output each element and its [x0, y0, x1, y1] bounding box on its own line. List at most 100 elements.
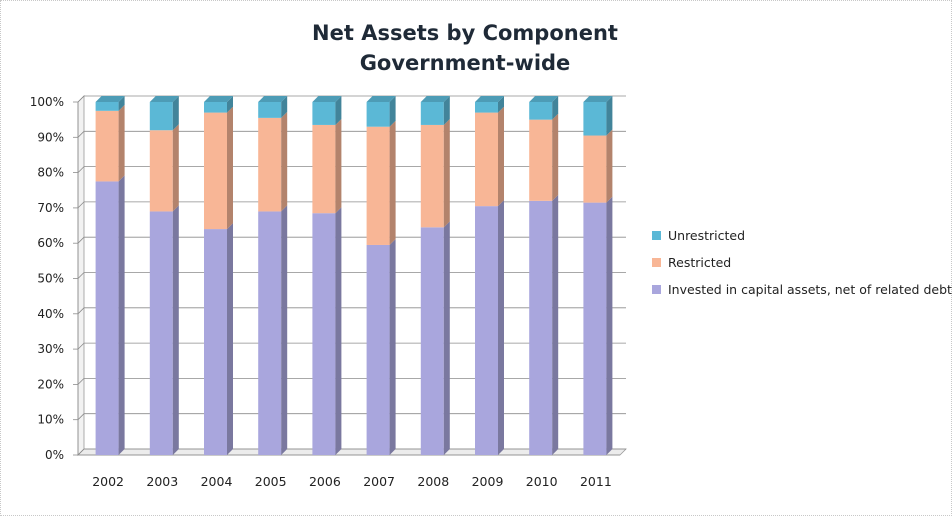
- y-tick-label: 60%: [37, 236, 64, 250]
- bar-segment-restricted-2010: [529, 119, 553, 201]
- bar-segment-invested-2009: [475, 206, 498, 455]
- y-tick-label: 100%: [30, 95, 64, 109]
- y-tick-label: 80%: [37, 166, 64, 180]
- bar-side-invested-2004: [227, 223, 233, 455]
- bar-segment-unrestricted-2006: [312, 102, 336, 125]
- bar-side-invested-2009: [498, 200, 504, 455]
- bar-top-2002: [95, 96, 125, 102]
- y-tick-label: 50%: [37, 272, 64, 286]
- bar-segment-restricted-2006: [312, 124, 336, 214]
- x-tick-label-2007: 2007: [363, 474, 395, 489]
- bar-side-unrestricted-2009: [498, 96, 504, 113]
- bar-segment-invested-2007: [366, 244, 390, 455]
- bar-top-2008: [420, 96, 450, 102]
- bar-segment-restricted-2002: [95, 110, 119, 182]
- legend-swatch-restricted: [652, 258, 661, 267]
- legend-swatch-unrestricted: [652, 231, 661, 240]
- bar-segment-unrestricted-2004: [204, 102, 227, 113]
- bar-segment-unrestricted-2002: [95, 102, 119, 111]
- chart-subtitle: Government-wide: [359, 51, 571, 75]
- bar-side-restricted-2010: [552, 113, 559, 201]
- y-tick-label: 90%: [37, 130, 64, 144]
- bar-side-unrestricted-2003: [172, 96, 179, 131]
- bar-segment-invested-2005: [258, 211, 282, 455]
- bar-side-unrestricted-2006: [335, 96, 342, 125]
- legend-item-invested: Invested in capital assets, net of relat…: [652, 276, 952, 303]
- x-tick-label-2003: 2003: [146, 474, 178, 489]
- bar-segment-unrestricted-2009: [475, 102, 498, 113]
- bar-segment-invested-2008: [420, 227, 444, 455]
- bar-side-unrestricted-2011: [606, 96, 613, 136]
- y-tick-label: 0%: [45, 448, 64, 462]
- bar-side-restricted-2011: [606, 129, 613, 203]
- bar-side-invested-2008: [443, 221, 450, 455]
- bar-segment-unrestricted-2003: [149, 102, 173, 131]
- bar-side-restricted-2009: [498, 106, 504, 207]
- bar-segment-invested-2010: [529, 200, 553, 455]
- bar-segment-restricted-2011: [583, 135, 607, 203]
- bar-segment-invested-2002: [95, 181, 119, 456]
- bar-segment-restricted-2008: [420, 124, 444, 228]
- bar-top-2007: [366, 96, 396, 102]
- bar-top-2011: [583, 96, 613, 102]
- x-tick-label-2008: 2008: [417, 474, 449, 489]
- bar-side-unrestricted-2005: [281, 96, 288, 118]
- bar-segment-unrestricted-2007: [366, 102, 390, 127]
- bar-side-unrestricted-2002: [118, 96, 125, 111]
- legend-item-restricted: Restricted: [652, 249, 952, 276]
- bar-segment-invested-2003: [149, 211, 173, 455]
- bar-top-2010: [529, 96, 559, 102]
- bar-segment-invested-2004: [204, 229, 227, 455]
- legend-label-restricted: Restricted: [668, 255, 732, 270]
- legend: Unrestricted Restricted Invested in capi…: [652, 222, 952, 303]
- bar-side-invested-2002: [118, 175, 125, 456]
- x-tick-label-2011: 2011: [580, 474, 612, 489]
- chart-title-line1: Net Assets by Component: [312, 21, 618, 45]
- bar-side-invested-2003: [172, 205, 179, 455]
- x-tick-label-2009: 2009: [472, 474, 504, 489]
- bar-side-unrestricted-2007: [389, 96, 396, 127]
- legend-item-unrestricted: Unrestricted: [652, 222, 952, 249]
- bar-segment-unrestricted-2008: [420, 102, 444, 125]
- x-tick-label-2005: 2005: [255, 474, 287, 489]
- bar-side-unrestricted-2008: [443, 96, 450, 125]
- y-tick-label: 40%: [37, 307, 64, 321]
- legend-label-unrestricted: Unrestricted: [668, 228, 746, 243]
- bar-top-2005: [258, 96, 288, 102]
- legend-swatch-invested: [652, 285, 661, 294]
- bar-segment-unrestricted-2011: [583, 102, 607, 136]
- bar-top-2003: [149, 96, 179, 102]
- y-tick-label: 20%: [37, 377, 64, 391]
- bar-top-2004: [204, 96, 233, 102]
- bar-side-restricted-2007: [389, 120, 396, 245]
- bar-segment-invested-2011: [583, 202, 607, 455]
- y-tick-label: 10%: [37, 413, 64, 427]
- bar-side-restricted-2008: [443, 118, 450, 228]
- bar-side-invested-2005: [281, 205, 288, 455]
- bar-side-restricted-2004: [227, 106, 233, 230]
- bar-top-2009: [475, 96, 504, 102]
- bar-side-unrestricted-2004: [227, 96, 233, 113]
- x-tick-label-2004: 2004: [201, 474, 233, 489]
- x-tick-label-2002: 2002: [92, 474, 124, 489]
- bar-side-restricted-2002: [118, 104, 125, 182]
- chart-title: Net Assets by Component Government-wide: [250, 18, 680, 78]
- bar-segment-unrestricted-2005: [258, 102, 282, 118]
- bar-segment-invested-2006: [312, 213, 336, 455]
- bar-segment-restricted-2009: [475, 112, 498, 207]
- bar-segment-restricted-2005: [258, 117, 282, 212]
- bar-segment-restricted-2004: [204, 112, 227, 230]
- legend-label-invested: Invested in capital assets, net of relat…: [668, 282, 952, 297]
- bar-segment-unrestricted-2010: [529, 102, 553, 120]
- bar-top-2006: [312, 96, 342, 102]
- bar-side-invested-2007: [389, 238, 396, 455]
- y-tick-label: 30%: [37, 342, 64, 356]
- bar-segment-restricted-2007: [366, 126, 390, 245]
- bar-segment-restricted-2003: [149, 130, 173, 212]
- bar-side-restricted-2003: [172, 124, 179, 212]
- bar-side-invested-2011: [606, 196, 613, 456]
- x-tick-label-2010: 2010: [526, 474, 558, 489]
- x-tick-label-2006: 2006: [309, 474, 341, 489]
- bar-side-invested-2010: [552, 194, 559, 455]
